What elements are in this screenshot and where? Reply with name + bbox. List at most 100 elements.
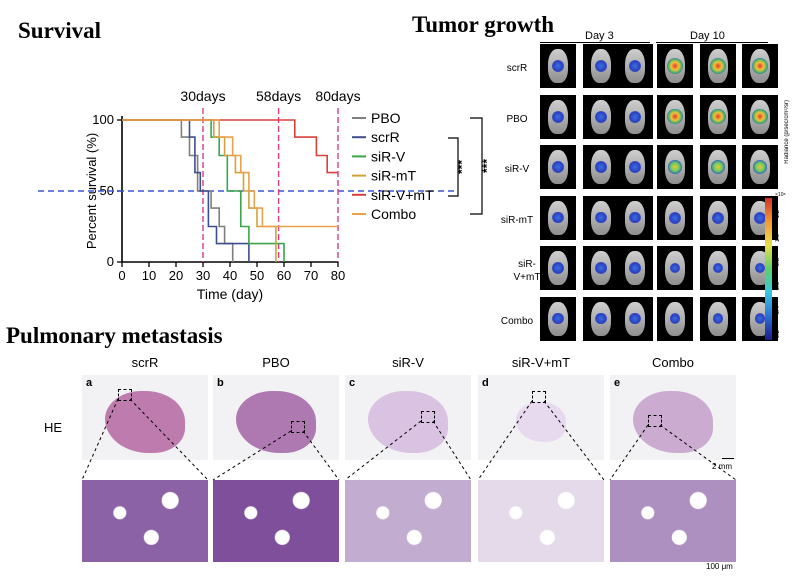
panel-letter: b xyxy=(217,377,224,389)
mouse-image xyxy=(617,246,653,290)
zoom-connector xyxy=(543,400,605,481)
x-tick-label: 20 xyxy=(169,268,183,283)
x-tick-label: 30 xyxy=(196,268,210,283)
panel-title: siR-V+mT xyxy=(511,355,571,370)
bioluminescence-signal xyxy=(752,58,768,74)
colorbar-label: Radiance (p/sec/cm²/sr) xyxy=(784,100,790,164)
tumor-imaging-grid: scrR PBO siR-V siR-mT siR- V+mT Combo xyxy=(495,44,795,344)
bioluminescence-signal xyxy=(595,211,607,224)
bioluminescence-signal xyxy=(629,110,641,123)
mouse-image xyxy=(700,44,736,88)
mouse-image xyxy=(617,44,653,88)
zoom-region-box xyxy=(291,421,305,433)
radiance-colorbar xyxy=(765,198,772,340)
zoom-connector xyxy=(302,430,340,481)
series-line-siR-V+mT xyxy=(122,119,338,174)
day-3-label: Day 3 xyxy=(585,30,614,42)
significance-star-inner: *** xyxy=(455,160,469,174)
lung-overview-image: e xyxy=(610,375,736,460)
day10-underline xyxy=(656,42,768,43)
x-tick-label: 0 xyxy=(118,268,125,283)
lung-tissue-section xyxy=(516,401,566,442)
legend-label: scrR xyxy=(371,129,400,145)
zoom-connector-lines xyxy=(81,398,737,481)
zoom-connector xyxy=(477,400,533,481)
scale-bar-top xyxy=(722,458,734,459)
pulmonary-metastasis-title: Pulmonary metastasis xyxy=(6,323,223,348)
mouse-image xyxy=(540,145,576,189)
bioluminescence-signal xyxy=(712,211,724,224)
panel-title: PBO xyxy=(262,355,290,370)
tumor-row-label: siR-mT xyxy=(500,214,534,226)
colorbar-tick-label: 1.2 xyxy=(775,210,781,219)
panel-letter: e xyxy=(614,377,621,389)
bioluminescence-signal xyxy=(669,313,681,324)
day-marker-label: 30days xyxy=(180,88,225,104)
x-tick-label: 10 xyxy=(142,268,156,283)
legend-label: siR-mT xyxy=(371,168,417,184)
zoom-connector xyxy=(609,424,649,481)
bioluminescence-signal xyxy=(552,60,564,72)
day-marker-label: 80days xyxy=(315,88,360,104)
mouse-image xyxy=(742,145,778,189)
mouse-image xyxy=(657,44,693,88)
bioluminescence-signal xyxy=(629,161,641,173)
mouse-image xyxy=(617,94,653,139)
significance-bracket-inner xyxy=(448,137,459,197)
mouse-image xyxy=(742,94,778,139)
tumor-growth-title: Tumor growth xyxy=(412,12,555,37)
colorbar-tick-label: 0.6 xyxy=(775,282,781,291)
tumor-row-label: PBO xyxy=(506,113,528,125)
tumor-row-label: scrR xyxy=(506,63,528,74)
bioluminescence-signal xyxy=(629,60,641,72)
bioluminescence-signal xyxy=(668,160,682,174)
x-tick-label: 70 xyxy=(304,268,318,283)
bioluminescence-signal xyxy=(552,211,564,224)
mouse-image xyxy=(617,195,653,240)
mouse-image xyxy=(742,44,778,88)
colorbar-tick-label: 0.8 xyxy=(775,258,781,267)
bioluminescence-signal xyxy=(752,108,768,125)
bioluminescence-signal xyxy=(667,108,683,125)
zoom-region-box xyxy=(648,415,662,427)
metastasis-panels: scrR a PBO b siR-V c siR-V+mT d Combo e xyxy=(0,350,798,577)
bioluminescence-signal xyxy=(754,313,766,324)
mouse-image xyxy=(700,195,736,240)
mouse-image xyxy=(700,94,736,139)
bioluminescence-signal xyxy=(595,312,607,325)
x-axis-label: Time (day) xyxy=(197,286,263,302)
mouse-image xyxy=(583,94,619,139)
panel-letter: c xyxy=(349,377,356,389)
mouse-image xyxy=(657,296,693,341)
mouse-image xyxy=(540,44,576,88)
colorbar-ticks: 0.2 0.4 0.6 0.8 1.0 1.2 xyxy=(772,198,786,340)
bioluminescence-signal xyxy=(710,108,726,125)
scale-bar-bottom-label: 100 μm xyxy=(706,562,733,571)
mouse-image xyxy=(700,296,736,341)
zoom-connector xyxy=(129,398,209,481)
survival-title: Survival xyxy=(18,18,102,43)
bioluminescence-signal xyxy=(595,161,607,173)
bioluminescence-signal xyxy=(552,161,564,173)
mouse-image xyxy=(583,145,619,189)
mouse-image xyxy=(657,145,693,189)
panel-title: Combo xyxy=(652,355,694,370)
panel-letter: a xyxy=(86,377,93,389)
bioluminescence-signal xyxy=(669,211,681,224)
lung-overview-image: b xyxy=(213,375,339,460)
lung-tissue-section xyxy=(633,390,713,453)
mouse-image xyxy=(742,296,778,341)
legend-label: Combo xyxy=(371,206,416,222)
day-10-label: Day 10 xyxy=(690,30,725,42)
zoom-region-box xyxy=(532,391,546,403)
zoom-connector xyxy=(432,420,472,481)
series-line-siR-V xyxy=(122,119,285,262)
mouse-image xyxy=(583,195,619,240)
bioluminescence-signal xyxy=(552,110,564,123)
series-line-Combo xyxy=(122,119,338,228)
mouse-image xyxy=(657,246,693,290)
panel-title: siR-V xyxy=(392,355,424,370)
zoom-region-box xyxy=(118,389,132,401)
zoom-connector xyxy=(659,424,737,481)
